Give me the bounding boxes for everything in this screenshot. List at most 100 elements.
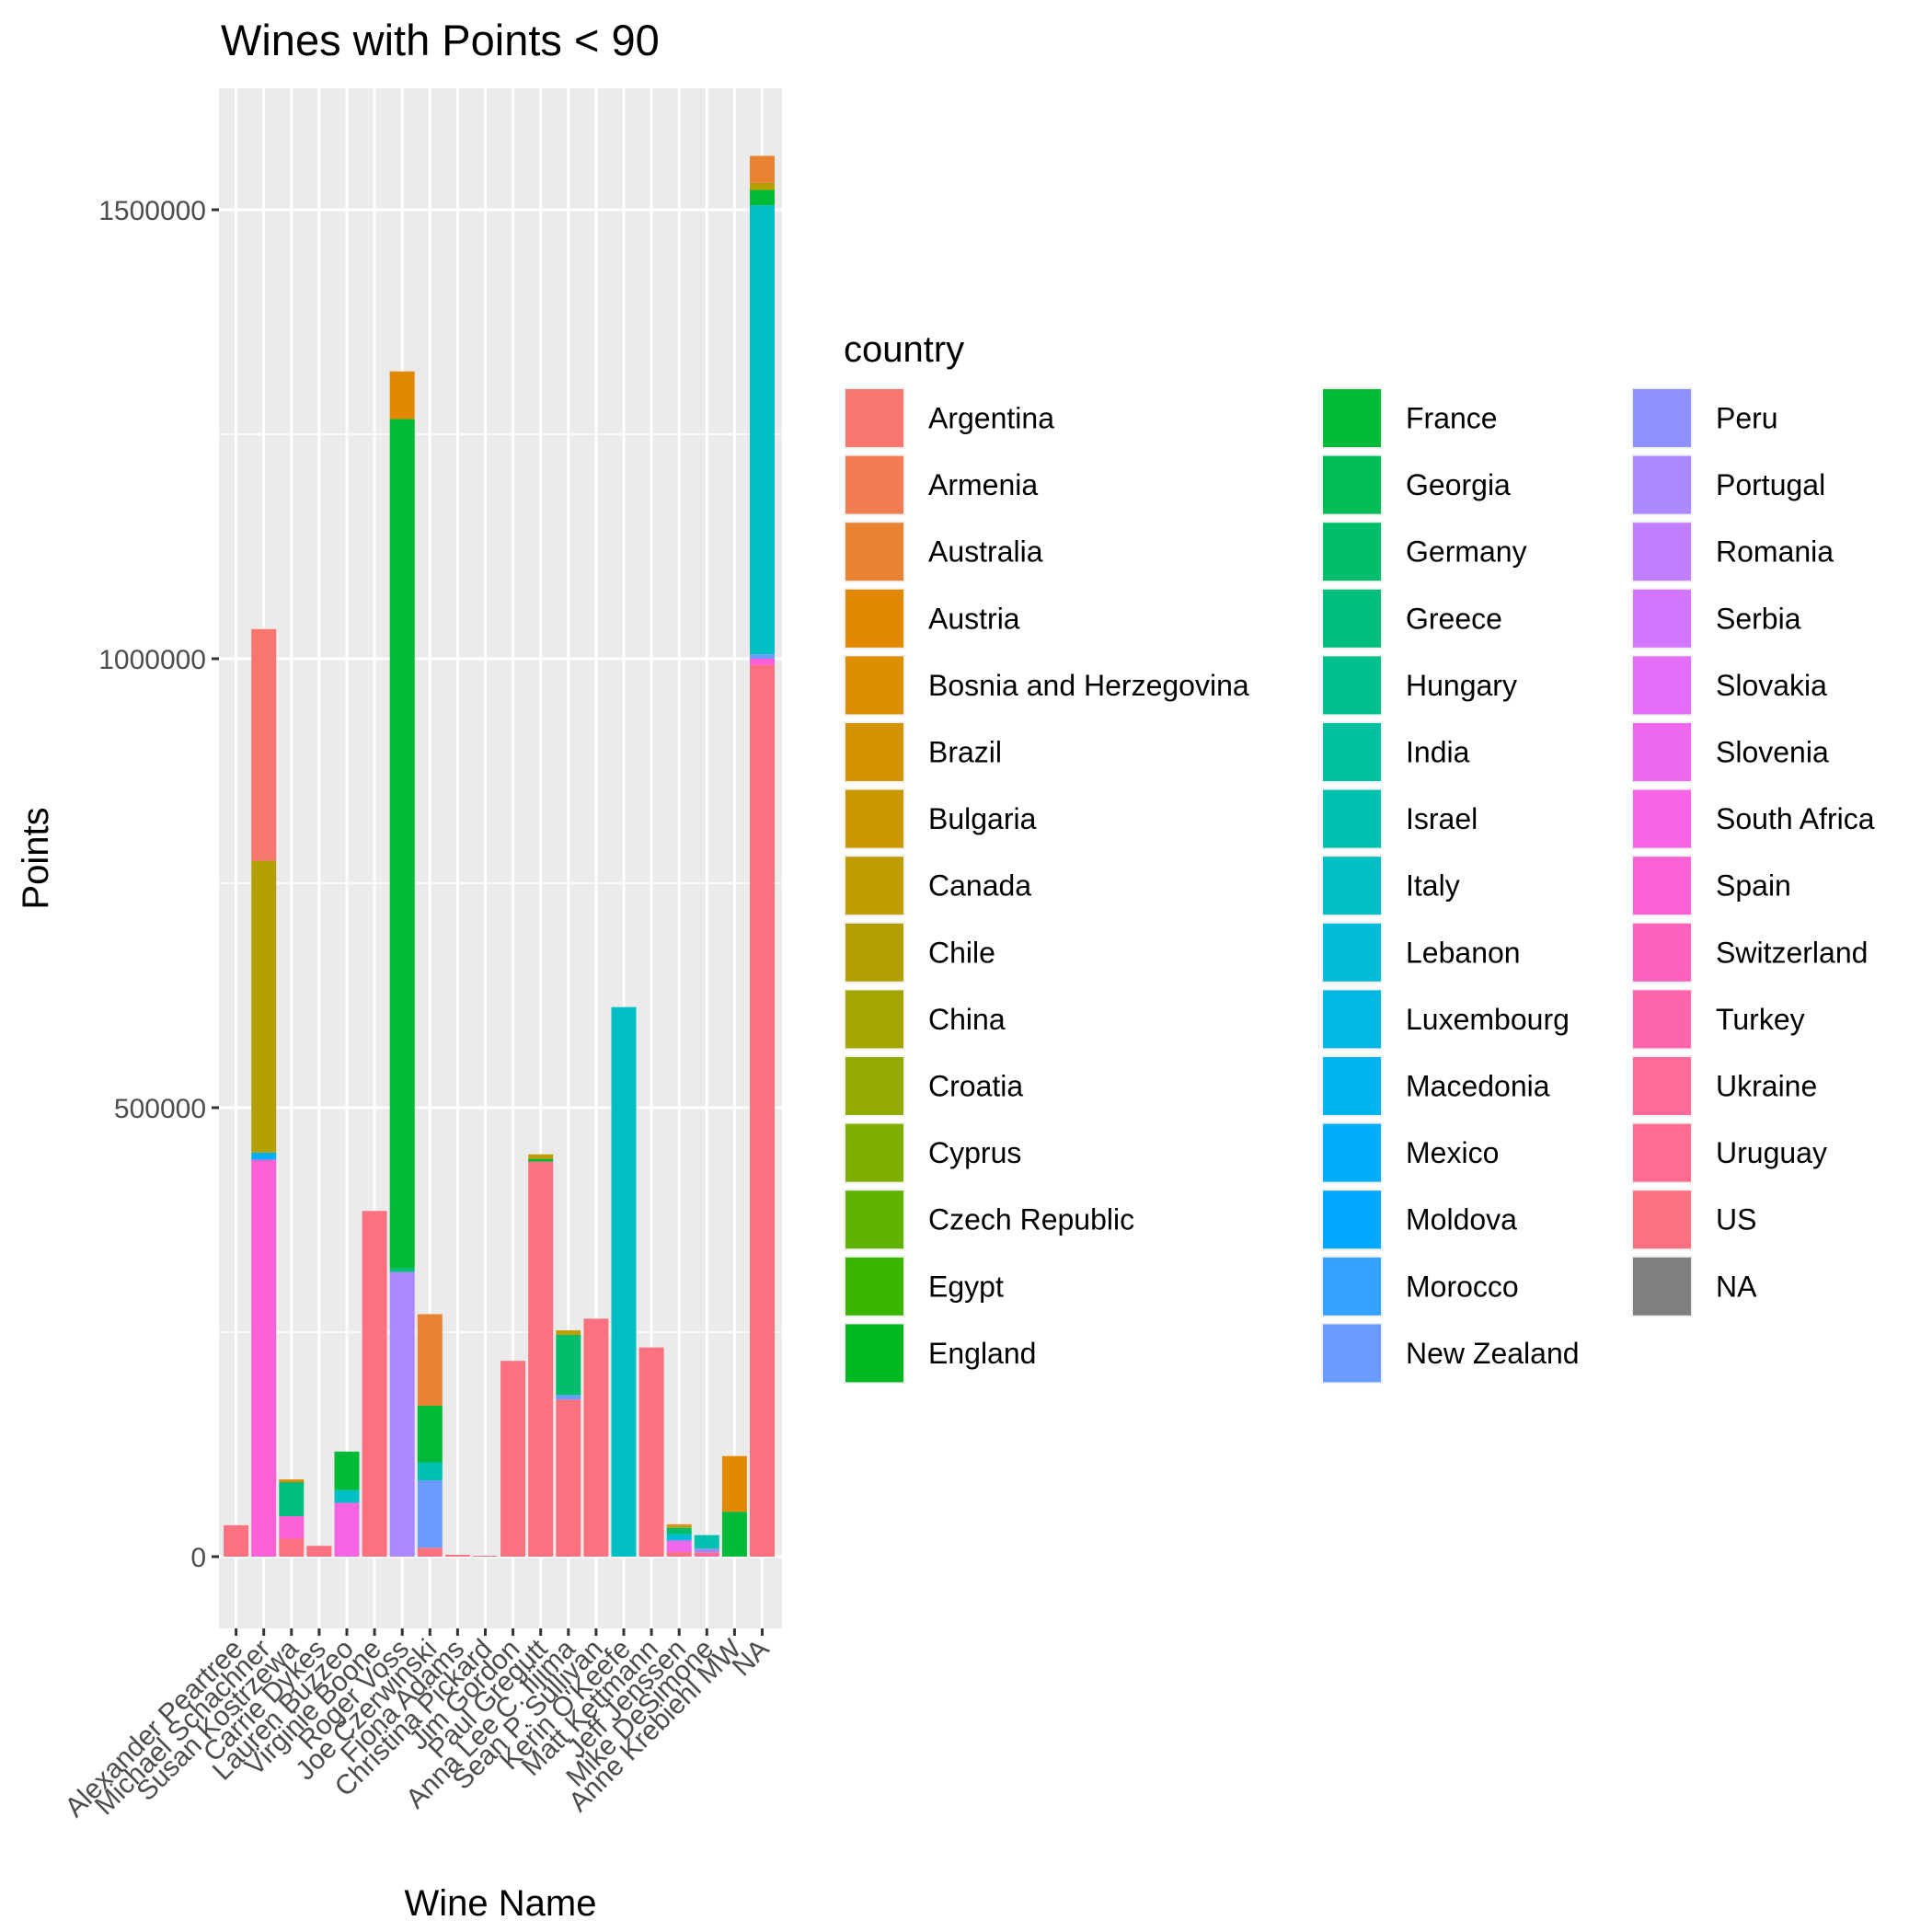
legend-swatch: [1633, 589, 1691, 648]
legend-label: Slovakia: [1716, 669, 1827, 702]
bar-segment-peru: [694, 1548, 719, 1553]
bar-segment-new-zealand: [417, 1480, 443, 1548]
legend-swatch: [845, 1057, 903, 1115]
legend-swatch: [1633, 789, 1691, 848]
legend-label: Luxembourg: [1406, 1003, 1570, 1036]
legend-swatch: [845, 1123, 903, 1182]
bar-segment-new-zealand: [750, 654, 775, 659]
bar-segment-france: [528, 1158, 554, 1162]
legend-label: Switzerland: [1716, 936, 1868, 969]
legend-swatch: [1633, 723, 1691, 781]
y-axis-label: Points: [16, 807, 56, 909]
legend-swatch: [845, 1190, 903, 1249]
legend-swatch: [1323, 1190, 1381, 1249]
bar-segment-italy: [611, 1006, 637, 1557]
bar-segment-france: [750, 190, 775, 206]
legend-swatch: [1633, 656, 1691, 715]
legend-label: Spain: [1716, 869, 1791, 903]
bar-segment-us: [638, 1347, 664, 1557]
bar-segment-us: [583, 1318, 609, 1557]
legend-label: China: [928, 1003, 1006, 1036]
bar-segment-austria: [721, 1455, 747, 1512]
legend-label: Croatia: [928, 1070, 1023, 1103]
y-tick-label: 500000: [114, 1094, 206, 1124]
legend-label: Peru: [1716, 402, 1778, 435]
bar-segment-us: [528, 1161, 554, 1557]
legend-swatch: [1323, 1123, 1381, 1182]
bar-segment-mexico: [251, 1152, 277, 1160]
bar-segment-ukraine: [694, 1552, 719, 1557]
legend-label: Serbia: [1716, 602, 1801, 635]
bar-segment-france: [721, 1512, 747, 1557]
legend-swatch: [1323, 1324, 1381, 1383]
legend-swatch: [1633, 523, 1691, 581]
bar-segment-us: [750, 664, 775, 1557]
legend-swatch: [845, 857, 903, 915]
legend-label: Slovenia: [1716, 736, 1829, 769]
legend-label: England: [928, 1337, 1036, 1370]
legend-label: Czech Republic: [928, 1203, 1134, 1236]
plot-panel: [219, 88, 782, 1628]
legend-label: US: [1716, 1203, 1756, 1236]
legend: country Argentina Armenia Australia Austria…: [844, 329, 1875, 1385]
y-tick-label: 1500000: [98, 196, 206, 226]
bar-segment-us: [556, 1399, 581, 1557]
legend-label: Canada: [928, 869, 1031, 903]
bar-segment-israel: [694, 1535, 719, 1549]
legend-label: Argentina: [928, 402, 1054, 435]
bar-segment-italy: [334, 1489, 360, 1503]
bar-segment-new-zealand: [556, 1395, 581, 1400]
bar-segment-chile: [251, 860, 277, 1153]
bar-segment-spain: [279, 1516, 305, 1539]
legend-label: India: [1406, 736, 1470, 769]
bar-segment-chile: [750, 182, 775, 190]
legend-label: Turkey: [1716, 1003, 1805, 1036]
legend-swatch: [845, 1257, 903, 1316]
legend-swatch: [1633, 455, 1691, 514]
legend-label: Lebanon: [1406, 936, 1521, 969]
legend-label: Austria: [928, 602, 1020, 635]
bar-segment-germany: [666, 1527, 692, 1535]
bar-segment-spain: [750, 659, 775, 665]
bars: [224, 155, 775, 1557]
legend-label: Ukraine: [1716, 1070, 1817, 1103]
legend-label: NA: [1716, 1270, 1757, 1303]
legend-label: New Zealand: [1406, 1337, 1580, 1370]
bar-segment-us: [362, 1211, 387, 1557]
bar-segment-us: [666, 1552, 692, 1557]
bar-segment-portugal: [389, 1271, 415, 1557]
legend-swatch: [1633, 389, 1691, 447]
y-axis: 0 500000 1000000 1500000: [98, 196, 219, 1573]
legend-swatch: [845, 990, 903, 1049]
legend-swatch: [1323, 589, 1381, 648]
y-tick-label: 1000000: [98, 645, 206, 675]
legend-label: Cyprus: [928, 1136, 1021, 1169]
bar-segment-australia: [417, 1314, 443, 1407]
bar-segment-germany: [556, 1334, 581, 1396]
legend-label: Bosnia and Herzegovina: [928, 669, 1249, 702]
legend-swatch: [1323, 923, 1381, 982]
legend-swatch: [1323, 523, 1381, 581]
legend-swatch: [1633, 923, 1691, 982]
legend-label: Moldova: [1406, 1203, 1517, 1236]
bar-segment-greece: [389, 1268, 415, 1272]
bar-segment-france: [334, 1451, 360, 1490]
legend-label: Australia: [928, 535, 1043, 569]
bar-segment-south-africa: [334, 1502, 360, 1557]
bar-segment-austria: [279, 1479, 305, 1482]
bar-segment-france: [389, 419, 415, 1269]
legend-label: Georgia: [1406, 468, 1511, 501]
legend-label: Morocco: [1406, 1270, 1519, 1303]
grid-minor: [219, 433, 782, 1333]
bar-segment-argentina: [251, 628, 277, 861]
legend-label: Mexico: [1406, 1136, 1499, 1169]
legend-label: Macedonia: [1406, 1070, 1550, 1103]
bar-segment-australia: [750, 155, 775, 183]
legend-label: Portugal: [1716, 468, 1825, 501]
legend-swatch: [1323, 990, 1381, 1049]
bar-segment-israel: [417, 1462, 443, 1481]
legend-swatch: [1633, 857, 1691, 915]
x-tick-label: NA: [727, 1634, 776, 1683]
bar-segment-italy: [750, 205, 775, 655]
